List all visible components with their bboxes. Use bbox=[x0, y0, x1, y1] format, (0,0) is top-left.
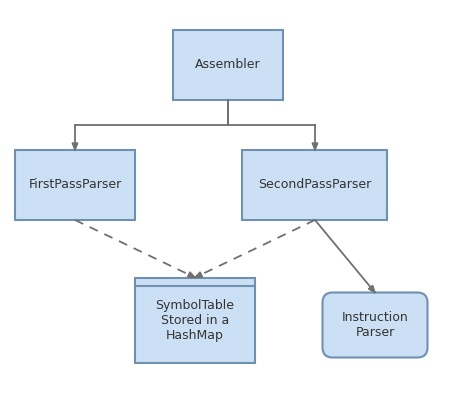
Text: Instruction
Parser: Instruction Parser bbox=[341, 311, 408, 339]
Text: FirstPassParser: FirstPassParser bbox=[28, 179, 121, 191]
Polygon shape bbox=[187, 272, 195, 278]
FancyBboxPatch shape bbox=[135, 278, 254, 362]
FancyBboxPatch shape bbox=[172, 30, 283, 100]
Polygon shape bbox=[368, 285, 374, 292]
Text: Assembler: Assembler bbox=[195, 59, 260, 72]
FancyBboxPatch shape bbox=[15, 150, 135, 220]
Polygon shape bbox=[195, 272, 202, 278]
FancyBboxPatch shape bbox=[322, 292, 426, 358]
Polygon shape bbox=[72, 143, 78, 150]
Text: SymbolTable
Stored in a
HashMap: SymbolTable Stored in a HashMap bbox=[155, 299, 234, 341]
FancyBboxPatch shape bbox=[242, 150, 387, 220]
Text: SecondPassParser: SecondPassParser bbox=[258, 179, 371, 191]
Polygon shape bbox=[312, 143, 317, 150]
